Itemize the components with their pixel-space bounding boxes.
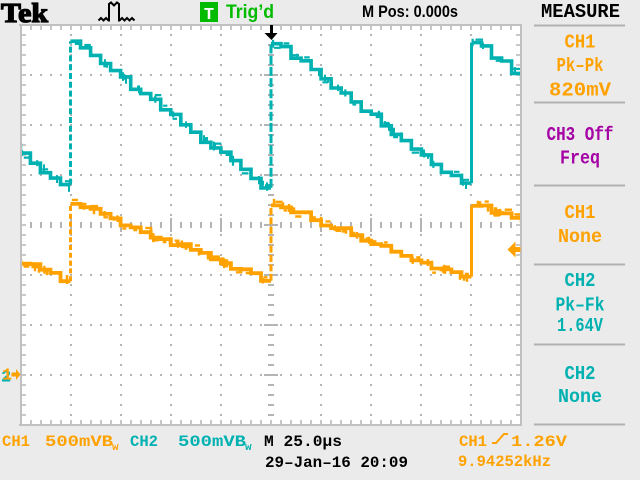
svg-text:CH3 Off: CH3 Off	[547, 124, 614, 146]
svg-text:CH1: CH1	[2, 433, 30, 451]
svg-text:CH1: CH1	[459, 433, 487, 451]
svg-text:w: w	[112, 442, 119, 454]
svg-text:29–Jan–16 20:09: 29–Jan–16 20:09	[265, 454, 408, 472]
svg-text:T: T	[204, 6, 214, 25]
svg-text:CH1: CH1	[565, 32, 596, 54]
svg-text:Tek: Tek	[1, 0, 48, 28]
svg-text:Trig’d: Trig’d	[226, 2, 274, 23]
svg-text:CH2: CH2	[565, 270, 596, 292]
svg-text:None: None	[558, 226, 602, 248]
svg-text:Pk–Fk: Pk–Fk	[556, 295, 605, 317]
svg-text:CH1: CH1	[565, 202, 596, 224]
svg-text:9.94252kHz: 9.94252kHz	[458, 453, 551, 471]
svg-text:CH2: CH2	[565, 363, 596, 385]
svg-text:820mV: 820mV	[549, 80, 612, 102]
svg-text:1.26V: 1.26V	[511, 433, 567, 451]
svg-text:M 25.0µs: M 25.0µs	[264, 433, 342, 451]
svg-text:500mVB: 500mVB	[45, 433, 113, 451]
svg-text:2: 2	[1, 369, 11, 388]
svg-text:None: None	[558, 386, 602, 408]
svg-text:MEASURE: MEASURE	[541, 1, 620, 23]
svg-text:1: 1	[2, 367, 12, 386]
svg-text:M Pos: 0.000s: M Pos: 0.000s	[362, 2, 458, 21]
svg-text:Pk–Pk: Pk–Pk	[557, 55, 604, 77]
svg-text:500mVB: 500mVB	[178, 433, 246, 451]
svg-text:Freq: Freq	[560, 148, 600, 170]
svg-text:1.64V: 1.64V	[557, 315, 603, 337]
svg-text:CH2: CH2	[130, 433, 158, 451]
svg-text:w: w	[245, 442, 252, 454]
